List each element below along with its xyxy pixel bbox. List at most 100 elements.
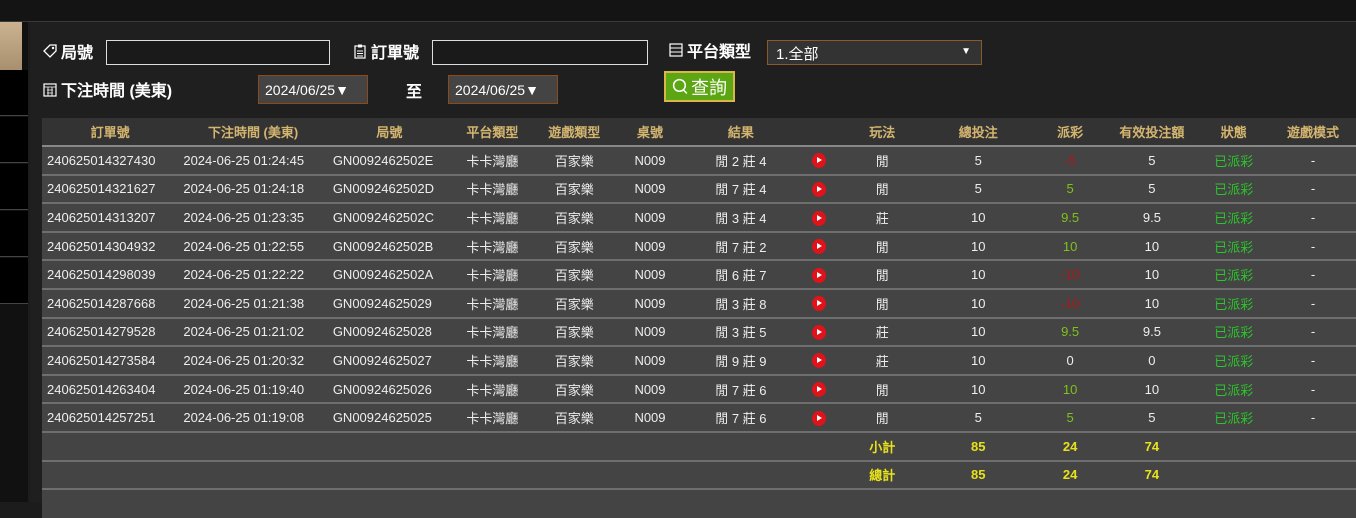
cell-11: 已派彩 (1197, 317, 1271, 348)
order-input[interactable] (432, 40, 648, 65)
cell-6: 閒 7 莊 6 (685, 403, 797, 433)
cell-10: 5 (1106, 174, 1198, 205)
cell-4: 百家樂 (533, 260, 615, 290)
cell-12: - (1270, 203, 1356, 233)
cell-4: 百家樂 (533, 203, 615, 233)
cell-0: 240625014263404 (42, 374, 179, 405)
column-header: 遊戲類型 (533, 118, 615, 147)
date-to-select[interactable]: 2024/06/25▼ (448, 75, 558, 104)
sidebar-item[interactable] (0, 117, 28, 163)
cell-8: 10 (922, 346, 1034, 376)
round-input[interactable] (106, 40, 330, 65)
subtotal-valid: 74 (1106, 431, 1198, 462)
play-icon[interactable] (812, 210, 827, 226)
cell-3: 卡卡灣廳 (451, 174, 534, 205)
cell-7: 閒 (841, 288, 923, 319)
replay-cell (796, 146, 842, 176)
chevron-down-icon: ▼ (961, 46, 971, 57)
table-row: 240625014298039 2024-06-25 01:22:22 GN0092… (42, 260, 1356, 290)
cell-7: 莊 (841, 317, 923, 348)
sidebar-item[interactable] (0, 211, 28, 257)
cell-11: 已派彩 (1197, 403, 1271, 433)
date-from-select[interactable]: 2024/06/25▼ (258, 75, 368, 104)
cell-10: 10 (1106, 374, 1198, 405)
cell-1: 2024-06-25 01:24:45 (178, 146, 328, 176)
cell-1: 2024-06-25 01:22:55 (178, 231, 328, 262)
tag-icon (43, 44, 57, 58)
play-icon[interactable] (812, 239, 827, 255)
cell-5: N009 (614, 174, 686, 205)
cell-12: - (1270, 317, 1356, 348)
bet-record-panel: 局號 訂單號 平台類型 1.全部 ▼ 下注時間 (美東) 2024/06/25▼ … (30, 23, 1356, 518)
cell-1: 2024-06-25 01:23:35 (178, 203, 328, 233)
cell-8: 10 (922, 203, 1034, 233)
cell-9: 5 (1033, 174, 1107, 205)
sidebar-tab-active[interactable] (0, 22, 22, 70)
calendar-icon (43, 83, 57, 97)
play-icon[interactable] (812, 324, 827, 340)
cell-5: N009 (614, 203, 686, 233)
subtotal-label: 小計 (841, 431, 923, 462)
column-header: 派彩 (1033, 118, 1107, 147)
cell-7: 閒 (841, 374, 923, 405)
cell-7: 閒 (841, 231, 923, 262)
list-icon (669, 43, 683, 57)
play-icon[interactable] (812, 296, 827, 312)
sidebar-item[interactable] (0, 164, 28, 210)
cell-4: 百家樂 (533, 374, 615, 405)
platform-select[interactable]: 1.全部 ▼ (767, 40, 982, 65)
cell-11: 已派彩 (1197, 174, 1271, 205)
cell-3: 卡卡灣廳 (451, 374, 534, 405)
cell-2: GN0092462502D (327, 174, 452, 205)
column-header: 有效投注額 (1106, 118, 1198, 147)
column-header: 結果 (685, 118, 797, 147)
cell-0: 240625014327430 (42, 146, 179, 176)
play-icon[interactable] (812, 382, 827, 398)
play-icon[interactable] (812, 267, 827, 283)
cell-8: 10 (922, 374, 1034, 405)
replay-cell (796, 174, 842, 205)
play-icon[interactable] (812, 353, 827, 369)
cell-9: 10 (1033, 231, 1107, 262)
cell-5: N009 (614, 374, 686, 405)
cell-4: 百家樂 (533, 317, 615, 348)
cell-5: N009 (614, 260, 686, 290)
cell-6: 閒 3 莊 8 (685, 288, 797, 319)
cell-9: 9.5 (1033, 203, 1107, 233)
cell-3: 卡卡灣廳 (451, 317, 534, 348)
table-row: 240625014313207 2024-06-25 01:23:35 GN0092… (42, 203, 1356, 233)
cell-4: 百家樂 (533, 288, 615, 319)
subtotal-row: 小計 85 24 74 (42, 431, 1356, 462)
cell-5: N009 (614, 288, 686, 319)
table-row: 240625014327430 2024-06-25 01:24:45 GN0092… (42, 146, 1356, 176)
sidebar-item[interactable] (0, 70, 28, 116)
query-button[interactable]: 查詢 (664, 71, 735, 102)
cell-2: GN00924625029 (327, 288, 452, 319)
total-row: 總計 85 24 74 (42, 460, 1356, 491)
cell-1: 2024-06-25 01:19:40 (178, 374, 328, 405)
table-row: 240625014321627 2024-06-25 01:24:18 GN0092… (42, 174, 1356, 205)
table-row: 240625014263404 2024-06-25 01:19:40 GN0092… (42, 374, 1356, 405)
cell-2: GN0092462502C (327, 203, 452, 233)
cell-6: 閒 3 莊 5 (685, 317, 797, 348)
cell-0: 240625014298039 (42, 260, 179, 290)
play-icon[interactable] (812, 181, 827, 197)
cell-3: 卡卡灣廳 (451, 403, 534, 433)
play-icon[interactable] (812, 410, 827, 426)
sidebar-item[interactable] (0, 258, 28, 304)
cell-8: 10 (922, 317, 1034, 348)
replay-cell (796, 403, 842, 433)
cell-9: -10 (1033, 260, 1107, 290)
replay-cell (796, 260, 842, 290)
cell-2: GN0092462502A (327, 260, 452, 290)
cell-2: GN00924625027 (327, 346, 452, 376)
play-icon[interactable] (812, 153, 827, 169)
table-row: 240625014257251 2024-06-25 01:19:08 GN0092… (42, 403, 1356, 433)
cell-0: 240625014304932 (42, 231, 179, 262)
cell-10: 5 (1106, 403, 1198, 433)
replay-cell (796, 288, 842, 319)
cell-6: 閒 3 莊 4 (685, 203, 797, 233)
cell-11: 已派彩 (1197, 288, 1271, 319)
cell-10: 10 (1106, 260, 1198, 290)
cell-0: 240625014287668 (42, 288, 179, 319)
